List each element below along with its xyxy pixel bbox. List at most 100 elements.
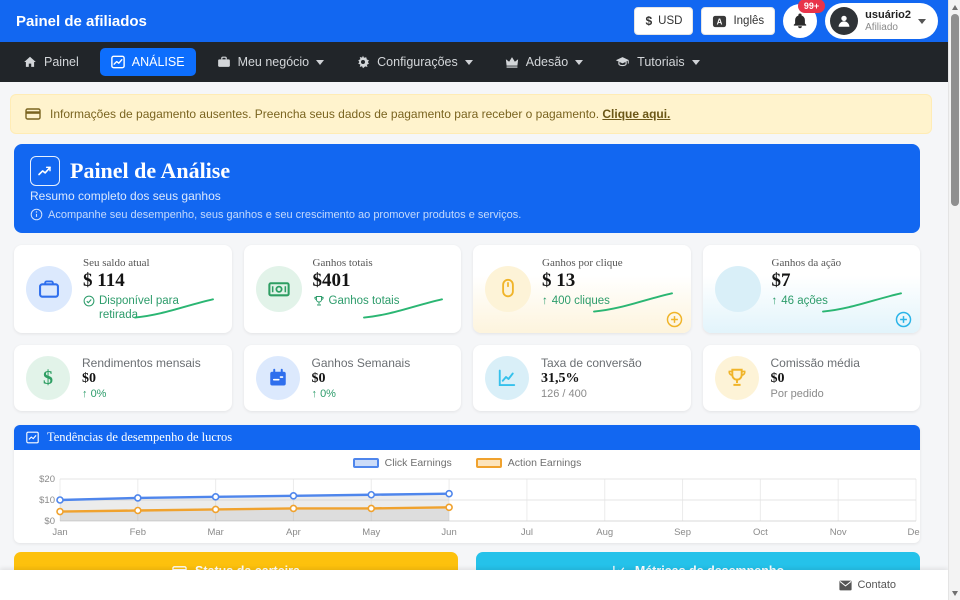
alert-message: Informações de pagamento ausentes. Preen…: [50, 107, 600, 121]
notifications-button[interactable]: 99+: [783, 0, 826, 38]
stat-value: $ 114: [83, 270, 125, 291]
chevron-down-icon: [691, 59, 700, 65]
svg-text:Oct: Oct: [753, 527, 768, 538]
earnings-chart-svg: Jan Feb Mar Apr May Jun Jul Aug Sep Oct Nov Dec $0 $1…: [39, 474, 920, 538]
svg-text:Apr: Apr: [286, 527, 301, 538]
stat-sub: ↑ 400 cliques: [542, 295, 610, 307]
nav-label: Configurações: [377, 55, 458, 69]
card-ganhos-da-acao: Ganhos da ação $7 ↑ 46 ações: [702, 245, 920, 333]
translate-icon: A: [712, 14, 727, 29]
home-icon: [23, 55, 37, 69]
stat-value: $0: [770, 371, 785, 386]
scroll-down-arrow[interactable]: [949, 587, 960, 599]
nav-label: Tutoriais: [637, 55, 685, 69]
stat-sub: Disponível para retirada: [83, 294, 201, 323]
chevron-down-icon: [575, 59, 584, 65]
arrow-up-icon: ↑: [311, 388, 321, 400]
add-action-earnings-button[interactable]: [895, 311, 912, 328]
trophy-icon: [313, 295, 325, 307]
nav-label: Adesão: [525, 55, 569, 69]
legend-swatch: [352, 458, 379, 468]
language-button[interactable]: A Inglês: [701, 7, 776, 35]
nav-item-adesao[interactable]: Adesão: [494, 48, 594, 76]
svg-text:Aug: Aug: [596, 527, 613, 538]
nav-label: Meu negócio: [237, 55, 310, 69]
user-menu[interactable]: usuário2 Afiliado: [825, 3, 938, 39]
stat-sub: Por pedido: [770, 388, 824, 400]
card-ganhos-semanais: Ganhos Semanais $0 ↑ 0%: [243, 345, 461, 411]
briefcase-icon: [217, 55, 231, 69]
stat-label: Ganhos da ação: [771, 257, 842, 269]
stat-label: Rendimentos mensais: [82, 356, 201, 370]
sparkline: [357, 295, 449, 321]
scrollbar-thumb[interactable]: [950, 14, 959, 206]
svg-text:A: A: [717, 17, 723, 26]
header-actions: $ USD A Inglês 99+: [634, 0, 938, 39]
nav-item-configuracoes[interactable]: Configurações: [345, 48, 484, 76]
nav-label: ANÁLISE: [131, 55, 185, 69]
earnings-trend-chart-card: Tendências de desempenho de lucros Click…: [14, 425, 920, 543]
chart-title: Tendências de desempenho de lucros: [47, 430, 233, 444]
stat-value: $0: [82, 371, 96, 386]
sparkline: [816, 289, 908, 315]
chart-icon: [110, 55, 125, 69]
nav-item-analise[interactable]: ANÁLISE: [99, 48, 196, 76]
mouse-icon: [485, 266, 531, 312]
stat-value: 31,5%: [541, 371, 580, 386]
stat-value: $401: [312, 270, 351, 291]
hero-info-text: Acompanhe seu desempenho, seus ganhos e …: [48, 208, 522, 221]
chart-body: Click Earnings Action Earnings Jan Feb Mar…: [14, 450, 920, 543]
alert-link[interactable]: Clique aqui.: [602, 107, 671, 121]
arrow-up-icon: ↑: [82, 388, 91, 400]
page-subtitle: Resumo completo dos seus ganhos: [30, 189, 221, 203]
sparkline: [128, 295, 220, 321]
chart-icon: [26, 431, 39, 444]
dollar-icon: $: [26, 356, 70, 400]
stat-label: Ganhos totais: [312, 257, 373, 269]
chart-line-icon: [485, 356, 529, 400]
svg-text:$0: $0: [44, 516, 55, 527]
svg-text:$20: $20: [39, 474, 55, 485]
user-role: Afiliado: [865, 22, 898, 34]
credit-card-icon: [25, 106, 41, 122]
stat-sub: ↑ 0%: [82, 388, 107, 400]
stat-label: Taxa de conversão: [541, 356, 642, 370]
vertical-scrollbar[interactable]: [948, 0, 960, 600]
contact-link[interactable]: Contato: [839, 579, 896, 591]
dollar-icon: $: [645, 14, 653, 28]
envelope-icon: [839, 580, 853, 591]
card-ganhos-totais: Ganhos totais $401 Ganhos totais: [243, 245, 461, 333]
chart-legend: Click Earnings Action Earnings: [24, 457, 910, 469]
add-click-earnings-button[interactable]: [666, 311, 683, 328]
scroll-up-arrow[interactable]: [949, 1, 960, 13]
card-comissao-media: Comissão média $0 Por pedido: [702, 345, 920, 411]
svg-text:Jun: Jun: [441, 527, 456, 538]
svg-text:May: May: [362, 527, 380, 538]
svg-text:Sep: Sep: [674, 527, 691, 538]
card-rendimentos-mensais: $ Rendimentos mensais $0 ↑ 0%: [14, 345, 232, 411]
stat-label: Comissão média: [770, 356, 860, 370]
crown-icon: [505, 55, 519, 69]
wallet-icon: [26, 266, 72, 312]
nav-item-tutoriais[interactable]: Tutoriais: [604, 48, 710, 76]
stat-label: Ganhos Semanais: [311, 356, 411, 370]
svg-text:Jul: Jul: [521, 527, 533, 538]
gear-icon: [356, 55, 370, 69]
arrow-up-icon: ↑: [771, 295, 778, 307]
currency-label: USD: [658, 15, 683, 27]
currency-button[interactable]: $ USD: [634, 7, 694, 35]
card-saldo-atual: Seu saldo atual $ 114 Disponível para re…: [14, 245, 232, 333]
legend-swatch: [475, 458, 502, 468]
graduation-cap-icon: [615, 55, 630, 69]
nav-item-meu-negocio[interactable]: Meu negócio: [206, 48, 336, 76]
calendar-icon: [255, 356, 300, 400]
nav-item-painel[interactable]: Painel: [12, 48, 90, 76]
svg-text:Mar: Mar: [207, 527, 223, 538]
stat-value: $ 13: [542, 270, 576, 291]
main-navbar: Painel ANÁLISE Meu negócio Configurações…: [0, 42, 948, 82]
footer-bar: Contato: [0, 570, 948, 600]
stat-label: Ganhos por clique: [542, 257, 623, 269]
chart-header: Tendências de desempenho de lucros: [14, 425, 920, 450]
trend-chart-icon: [30, 156, 60, 186]
